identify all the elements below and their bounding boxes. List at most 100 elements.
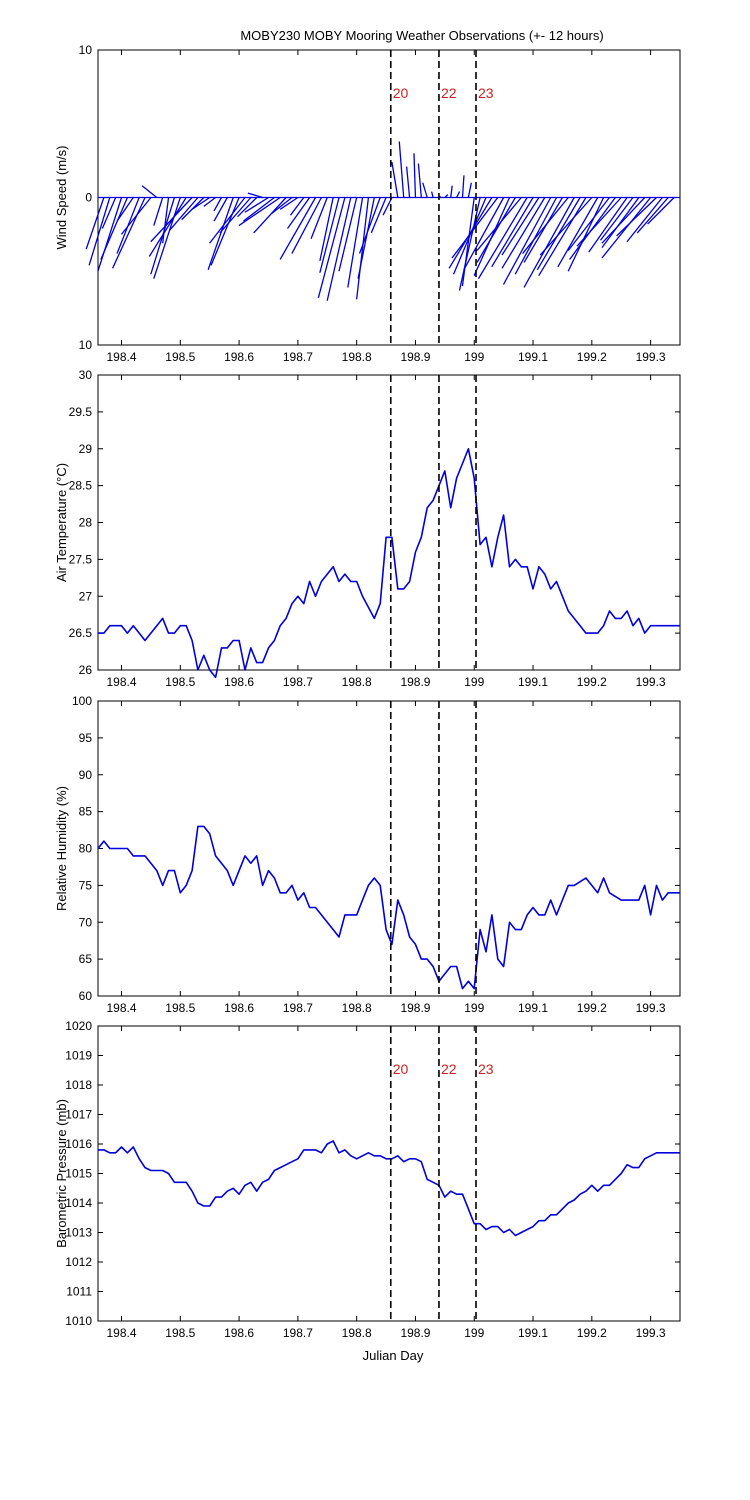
wind-vector [270,196,293,215]
wind-vector [116,197,134,222]
wind-vector [502,197,552,285]
wind-vector [358,197,381,254]
wind-vector [567,197,605,272]
wind-vector [601,197,652,259]
temperature-series-line [98,447,680,679]
wind-ytick-label: 0 [85,191,92,205]
humidity-ytick-label: 90 [79,768,93,782]
wind-vector [153,197,164,226]
wind-vector [538,197,587,277]
pressure-event-label: 23 [478,1061,494,1077]
wind-vector [626,197,663,243]
pressure-xtick-label: 198.6 [224,1326,254,1340]
temperature-xtick-label: 199.1 [518,675,548,689]
wind-vector [210,197,240,266]
wind-vector [317,197,346,298]
wind-vector [514,197,558,275]
wind-vector [357,197,375,279]
pressure-ytick-label: 1012 [65,1255,92,1269]
wind-vector [291,197,322,254]
wind-vector [601,197,646,244]
wind-vector [247,192,263,199]
wind-vector [476,197,522,252]
temperature-xtick-label: 199 [464,675,484,689]
humidity-ytick-label: 95 [79,731,93,745]
wind-vector [209,197,246,244]
temperature-ytick-label: 26.5 [69,626,93,640]
wind-vector [141,185,158,199]
wind-vector [97,197,123,272]
temperature-ytick-label: 29.5 [69,405,93,419]
pressure-ytick-label: 1014 [65,1196,92,1210]
pressure-y-axis-label: Barometric Pressure (mb) [54,1099,69,1248]
wind-vector [347,197,364,288]
pressure-panel: 1010 1011 1012 1013 1014 1015 1016 1017 1018 1019… [54,1019,681,1340]
wind-vector [213,197,228,222]
wind-vector [286,197,311,229]
wind-vector [456,191,461,198]
wind-vector [162,197,170,244]
wind-vector [213,197,223,212]
humidity-ytick-label: 60 [79,989,93,1003]
wind-event-label: 22 [441,85,457,101]
wind-vector [398,141,405,198]
humidity-xtick-label: 199.2 [577,1001,607,1015]
wind-ytick-label: 10 [79,43,93,57]
wind-vector [467,182,472,198]
pressure-ytick-label: 1019 [65,1049,92,1063]
wind-xtick-label: 198.9 [400,350,430,364]
pressure-ytick-label: 1010 [65,1314,92,1328]
wind-event-label: 20 [393,85,409,101]
temperature-ytick-label: 27 [79,589,93,603]
wind-vector [219,197,252,234]
wind-vector [576,197,622,247]
humidity-ytick-label: 75 [79,878,93,892]
wind-vector [413,153,417,198]
temperature-ytick-label: 27.5 [69,552,93,566]
temperature-ytick-label: 26 [79,663,93,677]
wind-vector [417,163,422,198]
temperature-xtick-label: 199.2 [577,675,607,689]
wind-xtick-label: 198.8 [342,350,372,364]
wind-vector [120,197,152,235]
temperature-y-axis-label: Air Temperature (°C) [54,463,69,582]
wind-vector [391,161,399,198]
wind-y-axis-label: Wind Speed (m/s) [54,145,69,249]
pressure-ytick-label: 1013 [65,1226,92,1240]
wind-event-label: 23 [478,85,494,101]
wind-vector [191,196,211,210]
wind-vector [405,166,411,198]
wind-vector [491,197,534,268]
pressure-ytick-label: 1011 [66,1285,92,1299]
figure-title: MOBY230 MOBY Mooring Weather Observation… [240,28,603,43]
wind-vector [207,197,234,270]
wind-vector [444,194,449,198]
humidity-xtick-label: 198.5 [165,1001,195,1015]
wind-vector [244,196,269,213]
wind-xtick-label: 199.1 [518,350,548,364]
wind-vector [150,197,193,243]
wind-vector [647,197,675,225]
wind-vector [451,197,499,259]
pressure-event-label: 22 [441,1061,457,1077]
pressure-xtick-label: 198.5 [165,1326,195,1340]
humidity-panel: 60 65 70 75 80 85 90 95 100 198.4 198.5 198.6 198.7 1… [54,694,681,1015]
temperature-ytick-label: 30 [79,368,93,382]
wind-vector [588,197,628,253]
pressure-ytick-label: 1017 [65,1108,92,1122]
wind-vector [450,185,453,198]
pressure-xtick-label: 198.7 [283,1326,313,1340]
wind-vector [476,197,516,263]
temperature-ytick-label: 28 [79,516,93,530]
wind-vector [355,197,370,300]
humidity-ytick-label: 65 [79,952,93,966]
pressure-xtick-label: 198.9 [400,1326,430,1340]
pressure-event-label: 20 [393,1061,409,1077]
pressure-series-line [98,1140,680,1237]
humidity-series-line [97,825,680,990]
temperature-xtick-label: 198.7 [283,675,313,689]
humidity-ytick-label: 85 [79,805,93,819]
wind-vector [148,197,187,257]
wind-xtick-label: 198.7 [283,350,313,364]
pressure-ytick-label: 1020 [65,1019,92,1033]
